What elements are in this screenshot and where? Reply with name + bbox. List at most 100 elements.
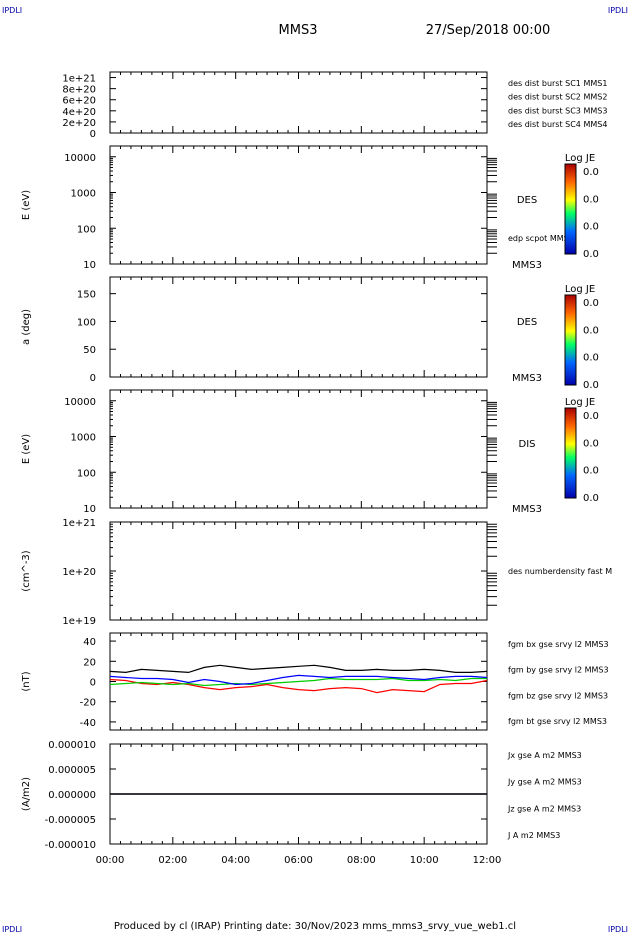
y-tick-label: -0.000010 <box>45 840 96 851</box>
colorbar-tick: 0.0 <box>583 194 599 205</box>
y-tick-label: 10000 <box>64 397 96 408</box>
panel-frame <box>109 71 488 134</box>
colorbar-title: Log JE <box>565 284 595 295</box>
y-axis-label: a (deg) <box>21 309 32 345</box>
y-axis-label: E (eV) <box>21 434 32 464</box>
legend-entry: des dist burst SC4 MMS4 <box>508 120 607 129</box>
time-axis-label: 02:00 <box>158 855 187 866</box>
panel-6: 40 20 0 -20 -40 (nT) fgm bx gse srvy l2 MMS3 fg… <box>21 632 609 731</box>
y-tick-label: 1000 <box>71 433 96 444</box>
y-tick-label: 100 <box>77 468 96 479</box>
legend-entry: Jz gse A m2 MMS3 <box>507 804 581 813</box>
colorbar <box>564 294 577 386</box>
y-tick-label: 0 <box>90 129 96 140</box>
colorbar-tick: 0.0 <box>583 411 599 422</box>
instrument-label: DES <box>517 317 537 328</box>
y-tick-label: 0.000000 <box>48 790 96 801</box>
colorbar-tick: 0.0 <box>583 298 599 309</box>
panel-frame <box>109 276 488 378</box>
y-tick-label: 10000 <box>64 153 96 164</box>
y-tick-label: 8e+20 <box>62 85 96 96</box>
colorbar <box>564 407 577 499</box>
instrument-label: DIS <box>519 439 536 450</box>
y-axis-label: (nT) <box>21 671 32 691</box>
panel-frame <box>109 389 488 509</box>
colorbar-tick: 0.0 <box>583 167 599 178</box>
colorbar-tick: 0.0 <box>583 325 599 336</box>
overlay-label: edp scpot MMS3 <box>508 234 574 243</box>
time-axis-label: 10:00 <box>410 855 439 866</box>
colorbar-title: Log JE <box>565 153 595 164</box>
y-tick-label: 20 <box>83 657 96 668</box>
panel-2: 10000 1000 100 10 E (eV) DES MMS3 edp scpot MMS… <box>21 145 599 271</box>
legend-entry: Jx gse A m2 MMS3 <box>507 751 582 760</box>
series-line <box>109 678 488 694</box>
y-tick-label: 0.000005 <box>48 765 96 776</box>
y-tick-label: 4e+20 <box>62 107 96 118</box>
y-axis-label: E (eV) <box>21 190 32 220</box>
y-tick-label: 150 <box>77 290 96 301</box>
colorbar-tick: 0.0 <box>583 380 599 391</box>
y-axis-label: (cm^-3) <box>21 550 32 591</box>
corner-label-bottom-right: IPDLI <box>608 925 628 934</box>
y-tick-label: 10 <box>83 260 96 271</box>
colorbar-tick: 0.0 <box>583 466 599 477</box>
legend-entry: Jy gse A m2 MMS3 <box>507 778 582 787</box>
legend-entry: fgm bt gse srvy l2 MMS3 <box>508 717 607 726</box>
y-tick-label: 1e+21 <box>62 74 96 85</box>
y-tick-label: -20 <box>80 698 96 709</box>
y-tick-label: 100 <box>77 317 96 328</box>
legend-entry: fgm by gse srvy l2 MMS3 <box>508 666 609 675</box>
spacecraft-label: MMS3 <box>512 504 542 515</box>
legend-entry: fgm bx gse srvy l2 MMS3 <box>508 640 609 649</box>
legend-entry: des dist burst SC1 MMS1 <box>508 79 607 88</box>
panel-5: 1e+21 1e+20 1e+19 (cm^-3) des numberdensity … <box>21 518 612 627</box>
colorbar-tick: 0.0 <box>583 438 599 449</box>
y-tick-label: 100 <box>77 224 96 235</box>
panel-4: 10000 1000 100 10 E (eV) DIS MMS3 Log JE 0.0 0.0 0… <box>21 389 599 515</box>
time-axis-label: 12:00 <box>473 855 502 866</box>
panel-3: 150 100 50 0 a (deg) DES MMS3 Log JE 0.0 0.0 0.0 0.… <box>21 276 599 391</box>
colorbar-tick: 0.0 <box>583 493 599 504</box>
spacecraft-label: MMS3 <box>512 260 542 271</box>
y-tick-label: 2e+20 <box>62 118 96 129</box>
y-tick-label: 40 <box>83 637 96 648</box>
legend-entry: fgm bz gse srvy l2 MMS3 <box>508 691 608 700</box>
panel-frame <box>109 521 488 621</box>
colorbar <box>564 163 577 255</box>
y-tick-label: 0 <box>90 373 96 384</box>
corner-label-bottom-left: IPDLI <box>2 925 22 934</box>
series-line <box>109 664 488 674</box>
colorbar-tick: 0.0 <box>583 249 599 260</box>
legend-entry: J A m2 MMS3 <box>507 831 560 840</box>
panel-7: 0.000010 0.000005 0.000000 -0.000005 -0.0000… <box>21 740 582 851</box>
y-tick-label: 1e+19 <box>62 616 96 627</box>
spacecraft-title: MMS3 <box>279 23 318 38</box>
instrument-label: DES <box>517 195 537 206</box>
time-axis-label: 06:00 <box>284 855 313 866</box>
spacecraft-label: MMS3 <box>512 373 542 384</box>
time-axis-label: 00:00 <box>96 855 125 866</box>
date-title: 27/Sep/2018 00:00 <box>426 23 550 38</box>
y-tick-label: 0.000010 <box>48 740 96 751</box>
corner-label-top-right: IPDLI <box>608 6 628 15</box>
colorbar-title: Log JE <box>565 397 595 408</box>
time-axis-label: 04:00 <box>221 855 250 866</box>
legend-entry: des numberdensity fast M <box>508 567 612 576</box>
series-line <box>109 677 487 687</box>
colorbar-tick: 0.0 <box>583 222 599 233</box>
panel-frame <box>109 145 488 265</box>
time-axis-label: 08:00 <box>347 855 376 866</box>
corner-label-top-left: IPDLI <box>2 6 22 15</box>
y-tick-label: 1e+20 <box>62 567 96 578</box>
series-line <box>109 674 488 686</box>
legend-entry: des dist burst SC3 MMS3 <box>508 106 607 115</box>
colorbar-tick: 0.0 <box>583 353 599 364</box>
y-tick-label: -40 <box>80 718 96 729</box>
footer-credit: Produced by cl (IRAP) Printing date: 30/… <box>114 921 516 932</box>
legend-entry: des dist burst SC2 MMS2 <box>508 93 607 102</box>
y-tick-label: 0 <box>90 678 96 689</box>
